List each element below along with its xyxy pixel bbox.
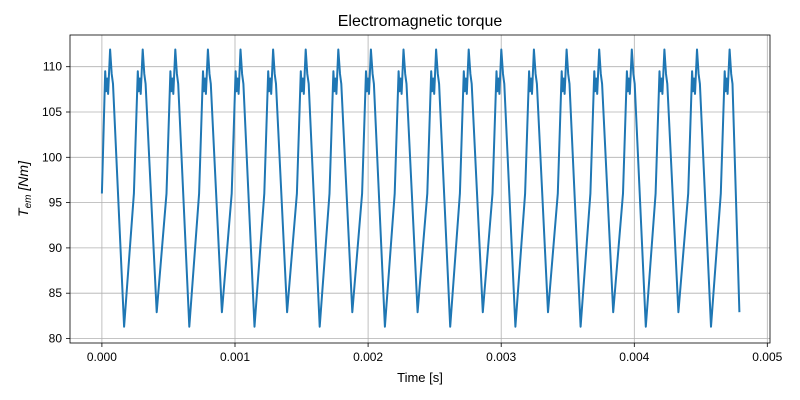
axis-ticks: 0.000 0.001 0.002 0.003 0.004 0.005 80 85 90 95 10… (42, 60, 783, 364)
y-axis-label-subscript: em (23, 194, 34, 208)
y-tick-label: 90 (49, 241, 63, 255)
y-tick-label: 110 (43, 60, 62, 74)
y-axis-label: Tem [Nm] (15, 160, 34, 217)
x-tick-label: 0.002 (353, 350, 383, 364)
x-tick-label: 0.001 (220, 350, 250, 364)
chart-title: Electromagnetic torque (338, 13, 503, 30)
x-tick-label: 0.004 (619, 350, 649, 364)
plot-frame (69, 34, 771, 344)
x-tick-label: 0.003 (486, 350, 516, 364)
x-tick-label: 0.000 (87, 350, 117, 364)
torque-series-line (100, 48, 741, 328)
x-tick-label: 0.005 (752, 350, 782, 364)
y-tick-label: 95 (49, 196, 63, 210)
y-tick-label: 80 (49, 332, 63, 346)
y-axis-label-unit: [Nm] (15, 160, 31, 195)
y-tick-label: 100 (42, 150, 62, 164)
y-axis-label-symbol: T (15, 207, 31, 217)
x-axis-label: Time [s] (397, 370, 443, 385)
y-tick-label: 105 (42, 105, 62, 119)
grid-lines (70, 35, 770, 343)
series-layer (100, 48, 741, 328)
y-tick-label: 85 (49, 286, 63, 300)
